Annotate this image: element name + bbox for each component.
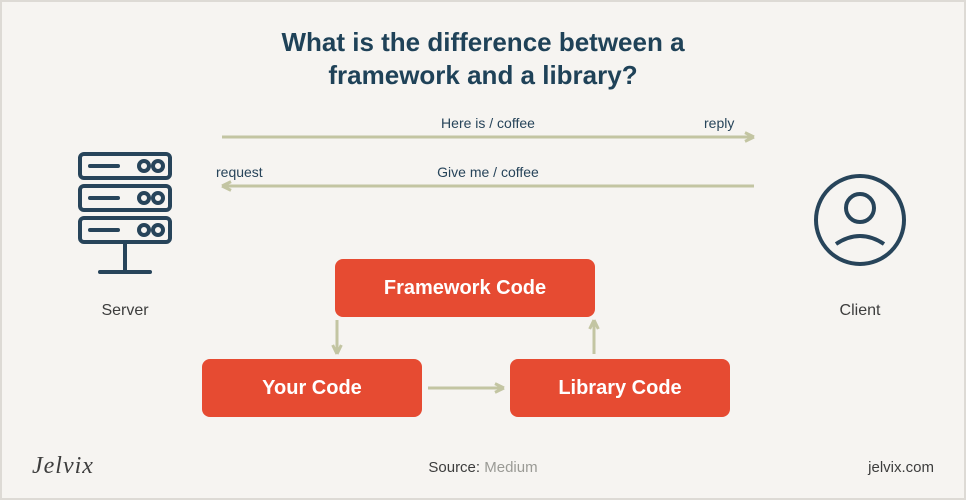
box-library: Library Code xyxy=(510,359,730,417)
client-icon xyxy=(812,172,908,268)
box-your-label: Your Code xyxy=(262,377,362,400)
site-link: jelvix.com xyxy=(868,459,934,476)
client-label: Client xyxy=(812,302,908,320)
source-value: Medium xyxy=(484,459,537,476)
arrow-top-center-label: Here is / coffee xyxy=(408,115,568,131)
server-label: Server xyxy=(70,302,180,320)
server-icon xyxy=(70,150,180,280)
arrow-lib-to-fw xyxy=(582,308,606,366)
box-your: Your Code xyxy=(202,359,422,417)
arrow-bottom-center-label: Give me / coffee xyxy=(408,164,568,180)
source-line: Source: Medium xyxy=(2,459,964,476)
arrow-your-to-lib xyxy=(416,376,516,400)
box-framework-label: Framework Code xyxy=(384,277,546,300)
box-library-label: Library Code xyxy=(558,377,681,400)
page-title: What is the difference between aframewor… xyxy=(2,26,964,91)
diagram-stage: What is the difference between aframewor… xyxy=(2,2,964,498)
arrow-top-right-label: reply xyxy=(704,115,734,131)
box-framework: Framework Code xyxy=(335,259,595,317)
source-label: Source xyxy=(428,459,476,476)
arrow-bottom-left-label: request xyxy=(216,164,263,180)
arrow-fw-to-your xyxy=(325,308,349,366)
